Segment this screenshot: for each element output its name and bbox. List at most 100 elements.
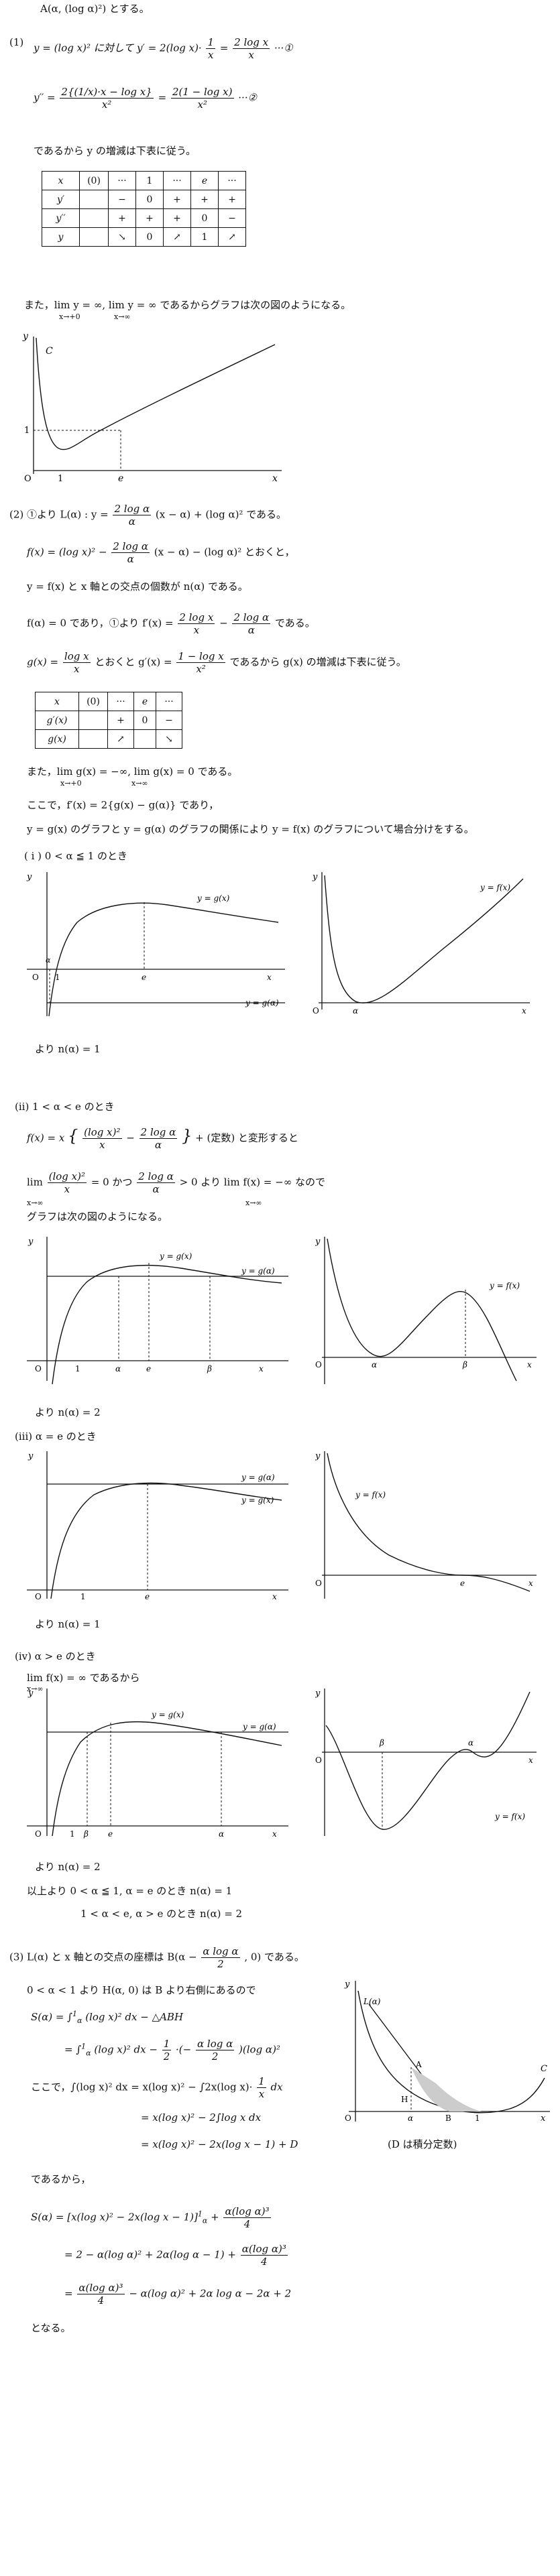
table-cell: + bbox=[218, 190, 246, 209]
p1-eq-left: y = (log x)² に対して y′ = 2(log x)· bbox=[34, 42, 202, 54]
p3-graph-c: C bbox=[541, 2064, 547, 2074]
case3-f-o: O bbox=[315, 1579, 322, 1588]
p1-graph-x-label: x bbox=[272, 473, 278, 484]
case2-g-y: y bbox=[27, 1237, 34, 1247]
p2-line4-frac1-den: x bbox=[193, 624, 200, 636]
p1-graph: y C 1 O 1 e x bbox=[22, 331, 282, 484]
case2-title: (ii) 1 < α < e のとき bbox=[15, 1101, 115, 1113]
p3-end: となる。 bbox=[31, 2322, 71, 2334]
p3-s1b: (log x)² dx − △ABH bbox=[85, 2011, 184, 2023]
p1-graph-c-label: C bbox=[46, 346, 53, 357]
p1-graph-one-y: 1 bbox=[24, 426, 30, 436]
case2-g-label: y = g(x) bbox=[159, 1251, 192, 1261]
case2-lim-sub2: x→∞ bbox=[245, 1199, 262, 1207]
case4-g-e: e bbox=[108, 1829, 113, 1839]
case2-g-x: x bbox=[259, 1364, 264, 1373]
table-cell: − bbox=[156, 711, 182, 730]
case3-f-graph: y y = f(x) O e x bbox=[315, 1451, 537, 1599]
p1-label: (1) bbox=[9, 36, 24, 48]
table-cell: ↗ bbox=[163, 227, 191, 247]
table-cell: ··· bbox=[107, 692, 134, 711]
case2-lim-sub: x→∞ bbox=[27, 1199, 44, 1207]
case2-lim-b: = 0 かつ bbox=[91, 1176, 133, 1188]
p3-k1-frac-den: x bbox=[258, 2088, 265, 2100]
p3-r3-eq: = bbox=[64, 2287, 73, 2300]
table-cell: + bbox=[108, 208, 136, 228]
p2-line2-frac-den: α bbox=[127, 553, 134, 565]
case2-eq-frac2-den: α bbox=[154, 1139, 162, 1151]
p2-line5-frac2: 1 − log x x² bbox=[176, 650, 225, 675]
table-cell: ↗ bbox=[218, 227, 246, 247]
p3-r1b: + bbox=[211, 2211, 219, 2223]
p3-line1-frac-den: 2 bbox=[217, 1958, 224, 1970]
p1-frac2-num: 2 log x bbox=[233, 36, 270, 49]
case2-f-x: x bbox=[527, 1360, 532, 1369]
summary-line1: 以上より 0 < α ≦ 1, α = e のとき n(α) = 1 bbox=[27, 1885, 233, 1897]
p3-line1-frac-num: α log α bbox=[201, 1945, 240, 1958]
intro-text: A(α, (log α)²) とする。 bbox=[40, 3, 150, 15]
p1-graph-o-label: O bbox=[24, 474, 32, 484]
table-cell: (0) bbox=[78, 692, 108, 711]
table-cell bbox=[78, 729, 108, 749]
p2-line1a: (2) ①より L(α) : y = bbox=[9, 508, 109, 521]
p3-k1a: ここで，∫(log x)² dx = x(log x)² − ∫2x(log x… bbox=[31, 2081, 253, 2093]
p2-increase-table: x (0) ··· e ··· g′(x) + 0 − g(x) ↗ ↘ bbox=[35, 692, 182, 749]
case4-g-one: 1 bbox=[70, 1829, 75, 1839]
p3-s2d: )(log α)² bbox=[239, 2043, 280, 2056]
case4-g-label: y = g(x) bbox=[151, 1710, 184, 1719]
p3-r3: = α(log α)³ 4 − α(log α)² + 2α log α − 2α… bbox=[64, 2282, 291, 2307]
p3-s1a: S(α) = ∫ bbox=[31, 2011, 73, 2023]
case2-lim-frac2-den: α bbox=[152, 1183, 160, 1195]
p3-k1-frac-num: 1 bbox=[257, 2075, 266, 2088]
case1-f-y: y bbox=[312, 872, 318, 882]
p1-y2-frac1-num: 2{(1/x)·x − log x} bbox=[60, 86, 154, 99]
p3-r1-frac: α(log α)³ 4 bbox=[223, 2205, 271, 2230]
table-cell: 0 bbox=[190, 208, 219, 228]
p3-r2-frac: α(log α)³ 4 bbox=[240, 2243, 288, 2268]
p1-lim-sub2: x→∞ bbox=[114, 312, 131, 321]
table-row: x (0) ··· e ··· bbox=[35, 692, 182, 711]
p3-graph-alpha: α bbox=[408, 2113, 413, 2123]
p3-r1a: S(α) = [x(log x)² − 2x(log x − 1)] bbox=[31, 2211, 198, 2223]
table-cell bbox=[79, 227, 109, 247]
p1-y2-mark: ···② bbox=[238, 91, 258, 104]
case2-g-alpha: α bbox=[115, 1364, 121, 1373]
p3-graph-a: A bbox=[415, 2060, 422, 2069]
case2-lim-a: lim bbox=[27, 1176, 43, 1188]
case2-g-beta: β bbox=[207, 1364, 212, 1373]
table-cell: y′ bbox=[42, 190, 80, 209]
case2-line: グラフは次の図のようになる。 bbox=[27, 1211, 168, 1223]
p3-s2-frac-num: 1 bbox=[162, 2038, 172, 2050]
p3-graph-la: L(α) bbox=[363, 1997, 381, 2006]
p2-line4-frac2-den: α bbox=[247, 624, 255, 636]
p2-line2a: f(x) = (log x)² − bbox=[27, 546, 107, 558]
case4-result: より n(α) = 2 bbox=[35, 1861, 101, 1873]
p2-line7: y = g(x) のグラフと y = g(α) のグラフの関係により y = f… bbox=[27, 823, 474, 835]
table-cell: ··· bbox=[218, 171, 246, 190]
p2-line5a: g(x) = bbox=[27, 656, 59, 668]
case1-result: より n(α) = 1 bbox=[35, 1043, 101, 1055]
p2-line5-frac2-num: 1 − log x bbox=[176, 650, 225, 663]
p3-k3-note: (D は積分定数) bbox=[388, 2138, 457, 2150]
p3-r1-lim-top: 1 bbox=[197, 2209, 203, 2219]
case3-f-x: x bbox=[528, 1579, 533, 1588]
p3-line1b: , 0) である。 bbox=[244, 1951, 304, 1963]
p2-line4a: f(α) = 0 であり，①より f′(x) = bbox=[27, 617, 174, 629]
case2-eq-a: f(x) = x bbox=[27, 1131, 65, 1144]
table-cell: e bbox=[133, 692, 156, 711]
p3-r1-frac-num: α(log α)³ bbox=[223, 2205, 271, 2218]
p3-s2c: ·(− bbox=[176, 2043, 192, 2056]
table-cell: x bbox=[42, 171, 80, 190]
table-row: y′ − 0 + + + bbox=[42, 190, 246, 209]
case2-brace-open: { bbox=[68, 1126, 78, 1146]
case2-lim-frac-num: (log x)² bbox=[47, 1170, 87, 1183]
table-cell: ··· bbox=[108, 171, 136, 190]
case2-eq-frac1-den: x bbox=[99, 1139, 105, 1151]
